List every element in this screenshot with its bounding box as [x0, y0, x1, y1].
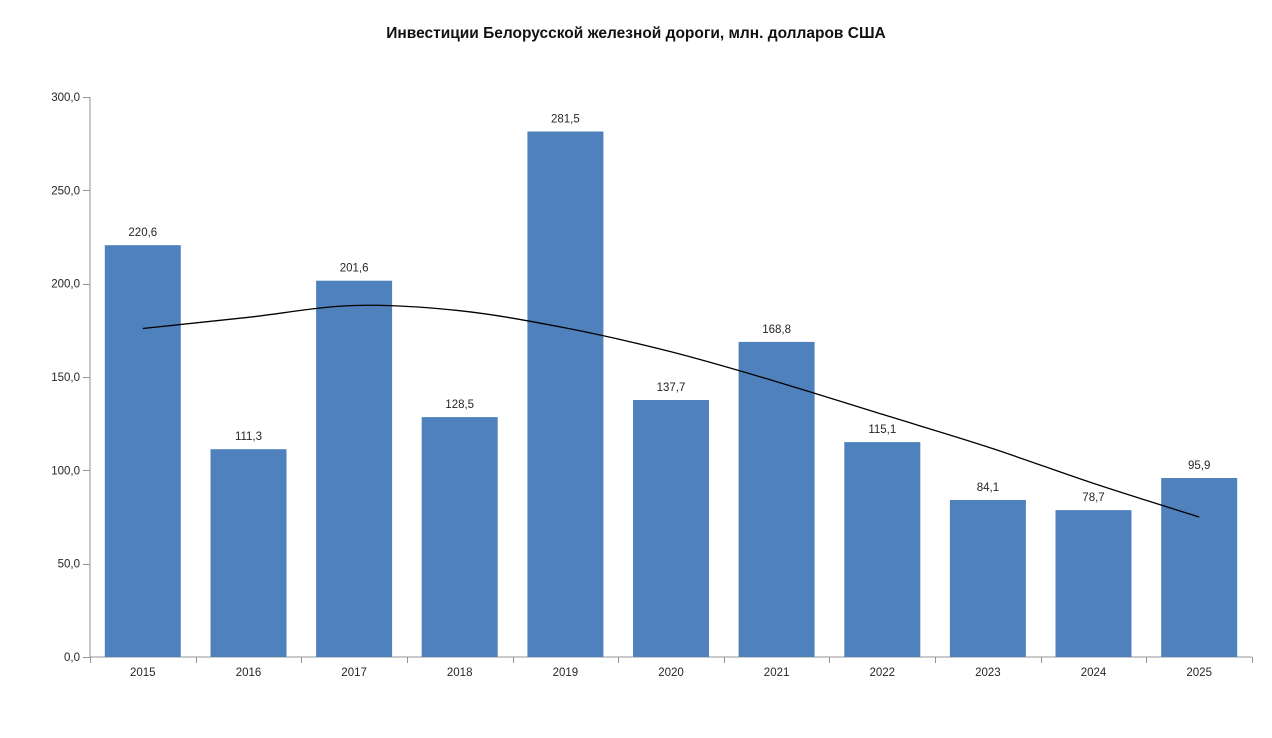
bar-value-label: 115,1 [868, 424, 896, 436]
y-axis-tick-label: 100,0 [51, 465, 80, 477]
bar-value-label: 201,6 [340, 263, 369, 275]
y-axis-tick-label: 0,0 [64, 652, 80, 664]
chart-title: Инвестиции Белорусской железной дороги, … [386, 25, 885, 42]
bar-value-label: 168,8 [762, 324, 791, 336]
bar [210, 449, 287, 657]
bar [316, 280, 393, 657]
bar-value-label: 128,5 [445, 399, 474, 411]
bars-layer [104, 131, 1238, 657]
x-category-label: 2017 [341, 667, 367, 679]
y-axis-tick-label: 150,0 [51, 372, 80, 384]
x-category-label: 2018 [447, 667, 473, 679]
x-category-label: 2015 [130, 667, 156, 679]
bar [949, 500, 1026, 657]
bar [527, 131, 604, 657]
y-axis-tick-label: 200,0 [51, 279, 80, 291]
x-category-label: 2023 [975, 667, 1001, 679]
x-category-label: 2016 [236, 667, 262, 679]
labels-layer: 0,0 50,0 100,0 150,0 200,0 250,0 300,0 220,6 201… [51, 92, 1212, 679]
bar-value-label: 95,9 [1188, 460, 1210, 472]
bar-value-label: 111,3 [235, 431, 262, 443]
bar [844, 442, 921, 657]
trendline-curve [142, 304, 1200, 518]
bar-value-label: 84,1 [977, 482, 999, 494]
bar-value-label: 281,5 [551, 114, 580, 126]
y-axis-tick-label: 250,0 [51, 185, 80, 197]
bar [1055, 510, 1132, 657]
x-category-label: 2021 [764, 667, 790, 679]
bar [104, 245, 181, 657]
bar [1161, 478, 1238, 657]
x-category-label: 2022 [870, 667, 896, 679]
trendline-layer [142, 304, 1200, 518]
bar [421, 417, 498, 657]
y-axis-tick-label: 300,0 [51, 92, 80, 104]
x-category-label: 2024 [1081, 667, 1107, 679]
x-category-label: 2025 [1186, 667, 1212, 679]
bar [738, 341, 815, 657]
x-category-label: 2019 [553, 667, 579, 679]
bar-value-label: 78,7 [1082, 492, 1104, 504]
y-axis-tick-label: 50,0 [58, 559, 80, 571]
bar-value-label: 220,6 [128, 227, 157, 239]
x-category-label: 2020 [658, 667, 684, 679]
bar [633, 400, 709, 657]
bar-value-label: 137,7 [657, 382, 686, 394]
